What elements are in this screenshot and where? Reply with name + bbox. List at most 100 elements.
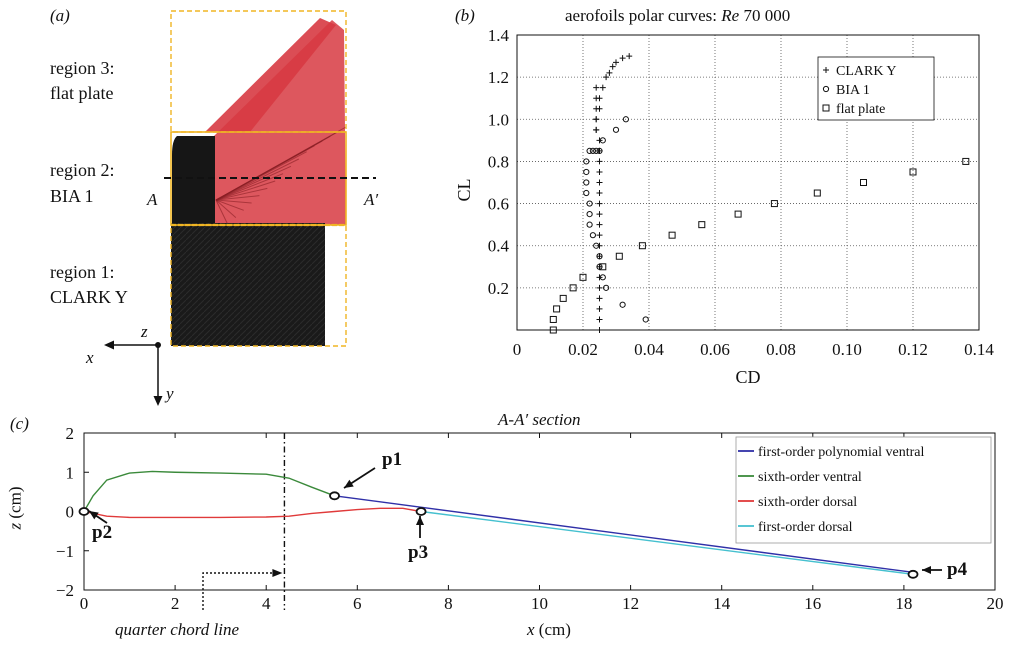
data-point-square xyxy=(734,210,742,218)
data-point-square xyxy=(559,294,567,302)
feather-fan-base xyxy=(214,20,346,225)
data-point-circle xyxy=(586,200,593,207)
feather-shaft xyxy=(215,199,252,204)
series-line-3 xyxy=(420,510,914,575)
chart-b-frame xyxy=(516,34,980,331)
y-tick-label: 1.2 xyxy=(488,68,509,87)
point-arrowhead-p3 xyxy=(416,516,424,525)
chart-b-ylabel: CL xyxy=(454,178,474,201)
feather-upper xyxy=(205,18,336,132)
point-label-p2: p2 xyxy=(92,522,112,543)
data-point-plus xyxy=(596,305,603,312)
y-tick-label: 2 xyxy=(66,424,75,443)
data-point-plus xyxy=(596,284,603,291)
data-point-circle xyxy=(599,274,606,281)
data-point-square xyxy=(909,168,917,176)
chart-b-xlabel: CD xyxy=(735,367,760,387)
x-tick-label: 12 xyxy=(622,594,639,613)
x-tick-label: 16 xyxy=(804,594,821,613)
point-label-p3: p3 xyxy=(408,542,428,563)
data-point-plus xyxy=(626,53,633,60)
point-label-p4: p4 xyxy=(947,559,968,580)
data-point-circle xyxy=(586,221,593,228)
data-point-plus xyxy=(596,211,603,218)
chart-c-ylabel: z (cm) xyxy=(5,487,25,530)
x-tick-label: 10 xyxy=(531,594,548,613)
data-point-square xyxy=(549,315,557,323)
legend-marker-square xyxy=(822,104,830,112)
x-tick-label: 0.02 xyxy=(568,340,598,359)
quarter-chord-pointer xyxy=(202,572,277,610)
data-point-plus xyxy=(596,221,603,228)
y-tick-label: 0.6 xyxy=(488,195,509,214)
x-tick-label: 0.08 xyxy=(766,340,796,359)
region-2-label-line2: BIA 1 xyxy=(50,186,94,206)
data-point-plus xyxy=(593,116,600,123)
data-point-plus xyxy=(599,84,606,91)
feather-shaft xyxy=(215,165,292,201)
data-point-square xyxy=(569,284,577,292)
data-point-circle xyxy=(619,301,626,308)
y-tick-label: 0.4 xyxy=(488,237,510,256)
data-point-circle xyxy=(622,116,630,123)
y-tick-label: 0.2 xyxy=(488,279,509,298)
data-point-circle xyxy=(593,242,600,249)
point-arrowhead-p2 xyxy=(89,511,99,520)
panel-a-illustration xyxy=(104,10,376,406)
x-tick-label: 8 xyxy=(444,594,453,613)
y-tick-label: −2 xyxy=(56,581,74,600)
quarter-chord-arrowhead xyxy=(272,569,283,577)
data-point-plus xyxy=(596,179,603,186)
data-point-plus xyxy=(596,316,603,323)
data-point-plus xyxy=(596,158,603,165)
y-tick-label: 1 xyxy=(66,463,75,482)
data-point-square xyxy=(579,273,587,281)
x-tick-label: 18 xyxy=(895,594,912,613)
data-point-plus xyxy=(596,95,603,102)
x-tick-label: 0.06 xyxy=(700,340,730,359)
data-point-plus xyxy=(596,105,603,112)
series-line-2 xyxy=(83,507,422,519)
data-point-circle xyxy=(642,316,649,323)
data-point-circle xyxy=(583,179,590,186)
chart-c-title: A-A′ section xyxy=(498,410,581,429)
data-point-circle xyxy=(593,147,600,154)
series-line-0 xyxy=(334,495,914,574)
chart-c-xlabel: x (cm) xyxy=(527,620,571,640)
chart-b-legend xyxy=(817,56,935,121)
data-point-square xyxy=(860,179,867,186)
region-1-label-line2: CLARK Y xyxy=(50,287,128,307)
data-point-square xyxy=(668,231,676,239)
x-tick-label: 20 xyxy=(987,594,1004,613)
region-1-box xyxy=(170,224,347,347)
point-arrowhead-p1 xyxy=(344,479,354,488)
legend-label-square: flat plate xyxy=(836,102,885,117)
x-tick-label: 0 xyxy=(80,594,89,613)
section-label-a: A xyxy=(147,190,158,209)
data-point-plus xyxy=(596,274,603,281)
x-tick-label: 0.10 xyxy=(832,340,862,359)
feather-fan xyxy=(205,18,347,226)
data-point-circle xyxy=(612,126,620,133)
y-tick-label: −1 xyxy=(56,542,74,561)
data-point-square xyxy=(698,221,706,229)
x-tick-label: 0.14 xyxy=(964,340,994,359)
feather-shaft xyxy=(215,199,229,226)
clark-y-texture xyxy=(171,223,325,346)
y-tick-label: 0.8 xyxy=(488,152,509,171)
panel-a-tag: (a) xyxy=(50,6,70,25)
chart-b-title-re: Re xyxy=(721,6,740,25)
data-point-square xyxy=(638,242,646,250)
region-1-label-line1: region 1: xyxy=(50,262,115,282)
legend-label-3: first-order dorsal xyxy=(758,520,853,535)
data-point-plus xyxy=(596,232,603,239)
data-point-plus xyxy=(613,59,619,66)
data-point-plus xyxy=(619,55,626,62)
feather-shaft xyxy=(215,187,268,201)
axis-label-z: z xyxy=(141,322,148,341)
data-point-plus xyxy=(596,168,603,175)
data-point-circle xyxy=(583,189,590,197)
axis-label-y: y xyxy=(166,384,174,403)
